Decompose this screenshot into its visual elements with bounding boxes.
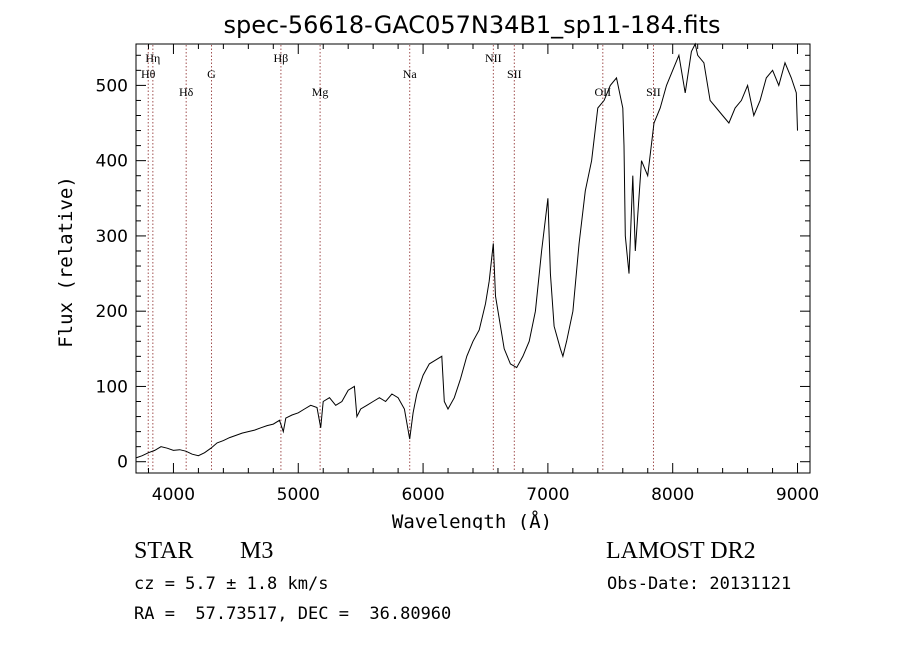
x-axis: 4000 5000 6000 7000 8000 9000 xyxy=(147,44,819,505)
coordinates-text: RA = 57.73517, DEC = 36.80960 xyxy=(134,604,452,624)
x-tick-label-2: 6000 xyxy=(401,485,444,505)
y-axis-label: Flux (relative) xyxy=(55,176,77,348)
x-tick-label-5: 9000 xyxy=(776,485,819,505)
x-tick-label-4: 8000 xyxy=(651,485,694,505)
line-marker-label-2: Hδ xyxy=(179,85,194,99)
y-tick-label-5: 500 xyxy=(96,76,128,96)
line-marker-label-8: SII xyxy=(507,67,522,81)
line-marker-label-0: Hη xyxy=(145,51,160,65)
y-tick-label-3: 300 xyxy=(96,227,128,247)
line-marker-label-6: Na xyxy=(403,67,418,81)
spectrum-line xyxy=(135,42,798,459)
y-axis: 0 100 200 300 400 500 xyxy=(96,54,810,473)
x-tick-label-0: 4000 xyxy=(152,485,195,505)
spectrum-chart: spec-56618-GAC057N34B1_sp11-184.fits HηH… xyxy=(55,11,819,530)
y-tick-label-1: 100 xyxy=(96,377,128,397)
line-marker-label-5: Mg xyxy=(312,85,329,99)
x-tick-label-1: 5000 xyxy=(277,485,320,505)
line-marker-label-3: G xyxy=(207,67,216,81)
y-tick-label-2: 200 xyxy=(96,302,128,322)
x-tick-label-3: 7000 xyxy=(526,485,569,505)
redshift-text: cz = 5.7 ± 1.8 km/s xyxy=(134,574,329,594)
y-tick-label-4: 400 xyxy=(96,152,128,172)
line-marker-label-4: Hβ xyxy=(274,51,289,65)
obs-date: Obs-Date: 20131121 xyxy=(607,574,792,594)
chart-title: spec-56618-GAC057N34B1_sp11-184.fits xyxy=(223,11,720,39)
line-marker-label-7: NII xyxy=(485,51,502,65)
object-class: STAR xyxy=(134,538,194,564)
line-marker-label-10: SII xyxy=(646,85,661,99)
x-axis-label: Wavelength (Å) xyxy=(392,510,552,530)
survey-name: LAMOST DR2 xyxy=(606,538,756,564)
line-marker-label-1: Hθ xyxy=(141,67,156,81)
object-subclass: M3 xyxy=(240,538,274,564)
line-marker-label-9: OII xyxy=(594,85,611,99)
spectral-line-markers: Hη Hθ Hδ G Hβ Mg Na NII SII OII SII xyxy=(141,45,661,472)
plot-frame xyxy=(135,43,811,474)
y-tick-label-0: 0 xyxy=(117,453,128,473)
